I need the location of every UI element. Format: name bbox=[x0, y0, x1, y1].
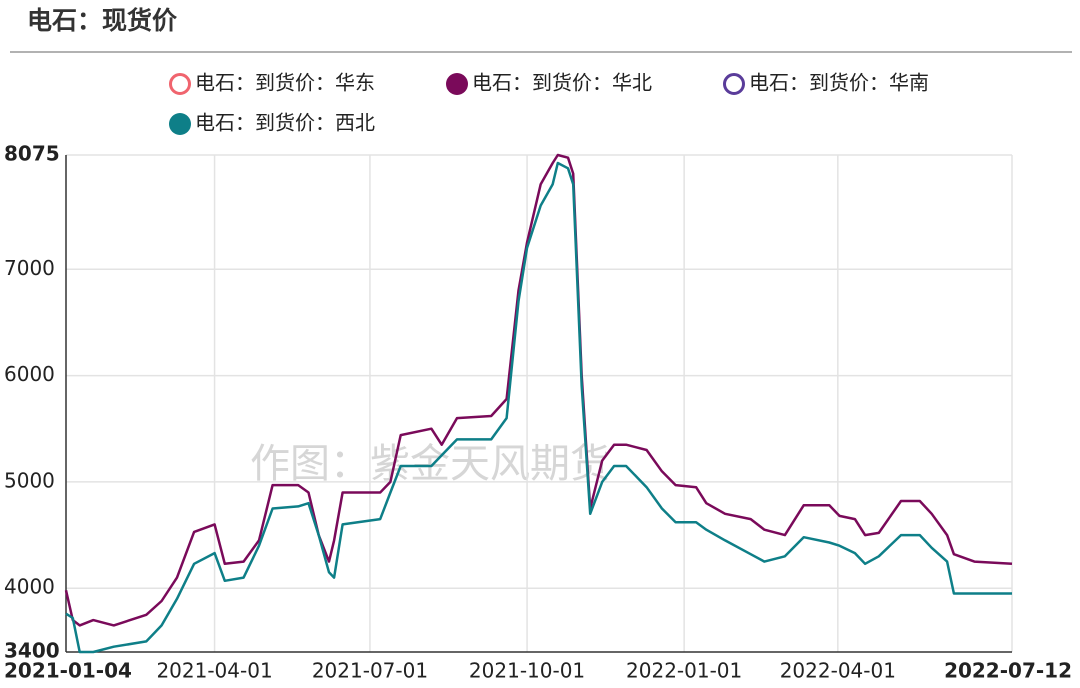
page-title: 电石：现货价 bbox=[27, 6, 178, 35]
x-tick-label: 2021-07-01 bbox=[312, 659, 428, 683]
y-tick-label: 5000 bbox=[4, 468, 55, 492]
y-tick-label: 8075 bbox=[4, 142, 60, 166]
legend-item: 电石：到货价：华东 bbox=[169, 71, 375, 95]
legend-item: 电石：到货价：华南 bbox=[723, 71, 929, 95]
watermark: 作图：紫金天风期货 bbox=[250, 441, 610, 487]
x-tick-label: 2022-01-01 bbox=[626, 659, 742, 683]
legend-marker bbox=[169, 113, 191, 135]
legend-label: 电石：到货价：华东 bbox=[195, 71, 375, 95]
legend-marker bbox=[169, 73, 191, 95]
legend-marker bbox=[723, 73, 745, 95]
legend-item: 电石：到货价：西北 bbox=[169, 111, 375, 135]
legend-label: 电石：到货价：华北 bbox=[472, 71, 652, 95]
series-line bbox=[65, 161, 1012, 654]
legend-label: 电石：到货价：西北 bbox=[195, 111, 375, 135]
x-tick-label: 2021-04-01 bbox=[156, 659, 272, 683]
x-tick-label: 2022-04-01 bbox=[780, 659, 896, 683]
legend-label: 电石：到货价：华南 bbox=[749, 71, 929, 95]
y-tick-label: 4000 bbox=[4, 575, 55, 599]
grid bbox=[66, 154, 1013, 652]
series-line bbox=[64, 153, 1013, 627]
x-tick-label: 2021-01-04 bbox=[4, 659, 132, 683]
x-tick-label: 2021-10-01 bbox=[469, 659, 585, 683]
x-tick-label: 2022-07-12 bbox=[944, 659, 1072, 683]
y-tick-label: 3400 bbox=[4, 639, 60, 663]
y-tick-label: 7000 bbox=[4, 256, 55, 280]
legend-item: 电石：到货价：华北 bbox=[446, 71, 652, 95]
legend-marker bbox=[446, 73, 468, 95]
y-tick-label: 6000 bbox=[4, 362, 55, 386]
